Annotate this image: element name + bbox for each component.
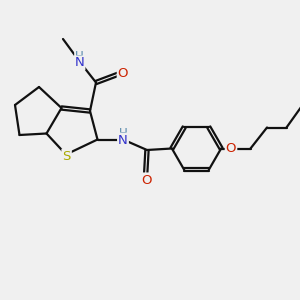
Text: H: H [118, 127, 127, 140]
Text: H: H [75, 50, 84, 64]
Text: O: O [118, 67, 128, 80]
Text: O: O [226, 142, 236, 155]
Text: O: O [142, 173, 152, 187]
Text: N: N [75, 56, 84, 70]
Text: S: S [62, 149, 71, 163]
Text: N: N [118, 134, 128, 147]
